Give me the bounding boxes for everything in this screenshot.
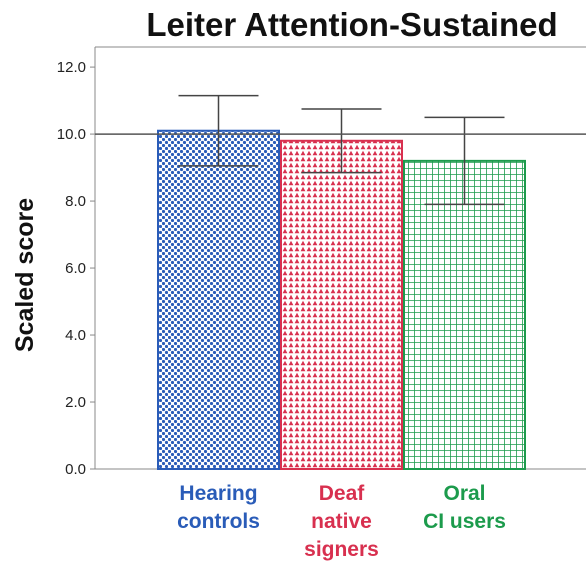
- y-tick-label: 0.0: [65, 461, 86, 478]
- bar: [157, 129, 280, 470]
- x-tick-label: Hearing controls: [177, 482, 260, 533]
- y-tick-label: 8.0: [65, 193, 86, 210]
- x-tick-label: Oral CI users: [423, 482, 506, 533]
- error-bar: [424, 116, 505, 206]
- chart-title: Leiter Attention-Sustained: [146, 6, 557, 43]
- error-bar: [301, 108, 382, 174]
- bar: [280, 139, 403, 470]
- error-bar: [178, 94, 259, 167]
- y-axis-label: Scaled score: [11, 198, 39, 352]
- bar: [403, 159, 526, 470]
- y-tick-label: 12.0: [57, 59, 86, 76]
- y-tick-label: 6.0: [65, 260, 86, 277]
- y-tick-label: 10.0: [57, 126, 86, 143]
- y-tick-label: 4.0: [65, 327, 86, 344]
- y-tick-label: 2.0: [65, 394, 86, 411]
- x-tick-label: Deaf native signers: [304, 482, 379, 561]
